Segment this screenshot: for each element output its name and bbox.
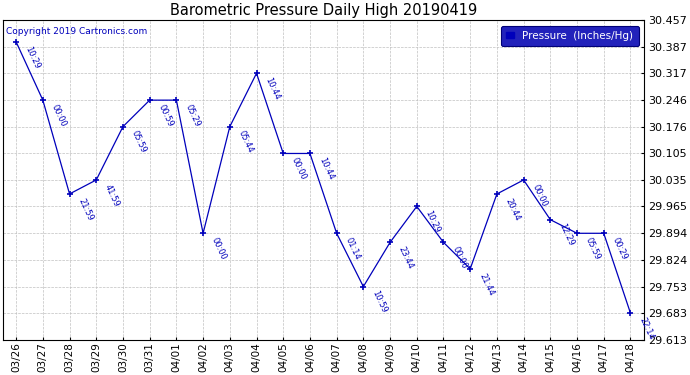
Text: 05:44: 05:44 <box>237 129 255 155</box>
Text: 21:59: 21:59 <box>77 197 95 222</box>
Text: 20:44: 20:44 <box>504 197 522 222</box>
Text: 05:59: 05:59 <box>130 129 148 155</box>
Text: 00:29: 00:29 <box>611 236 629 261</box>
Text: 01:14: 01:14 <box>344 236 362 261</box>
Text: 10:29: 10:29 <box>424 209 442 234</box>
Text: 10:29: 10:29 <box>23 45 41 70</box>
Text: 10:44: 10:44 <box>264 76 282 101</box>
Text: 10:59: 10:59 <box>371 290 388 315</box>
Text: 05:29: 05:29 <box>184 103 201 128</box>
Text: 00:00: 00:00 <box>210 236 228 261</box>
Text: 05:59: 05:59 <box>584 236 602 261</box>
Text: Copyright 2019 Cartronics.com: Copyright 2019 Cartronics.com <box>6 27 147 36</box>
Text: 23:44: 23:44 <box>397 245 415 271</box>
Text: 41:59: 41:59 <box>104 183 121 208</box>
Text: 00:00: 00:00 <box>290 156 308 182</box>
Text: 21:44: 21:44 <box>477 272 495 297</box>
Text: 12:29: 12:29 <box>558 222 575 248</box>
Text: 22:14: 22:14 <box>638 316 656 341</box>
Text: 00:00: 00:00 <box>531 183 549 208</box>
Title: Barometric Pressure Daily High 20190419: Barometric Pressure Daily High 20190419 <box>170 3 477 18</box>
Text: 10:44: 10:44 <box>317 156 335 182</box>
Text: 00:00: 00:00 <box>50 103 68 128</box>
Text: 00:00: 00:00 <box>451 245 469 270</box>
Legend: Pressure  (Inches/Hg): Pressure (Inches/Hg) <box>500 26 639 46</box>
Text: 00:59: 00:59 <box>157 103 175 128</box>
